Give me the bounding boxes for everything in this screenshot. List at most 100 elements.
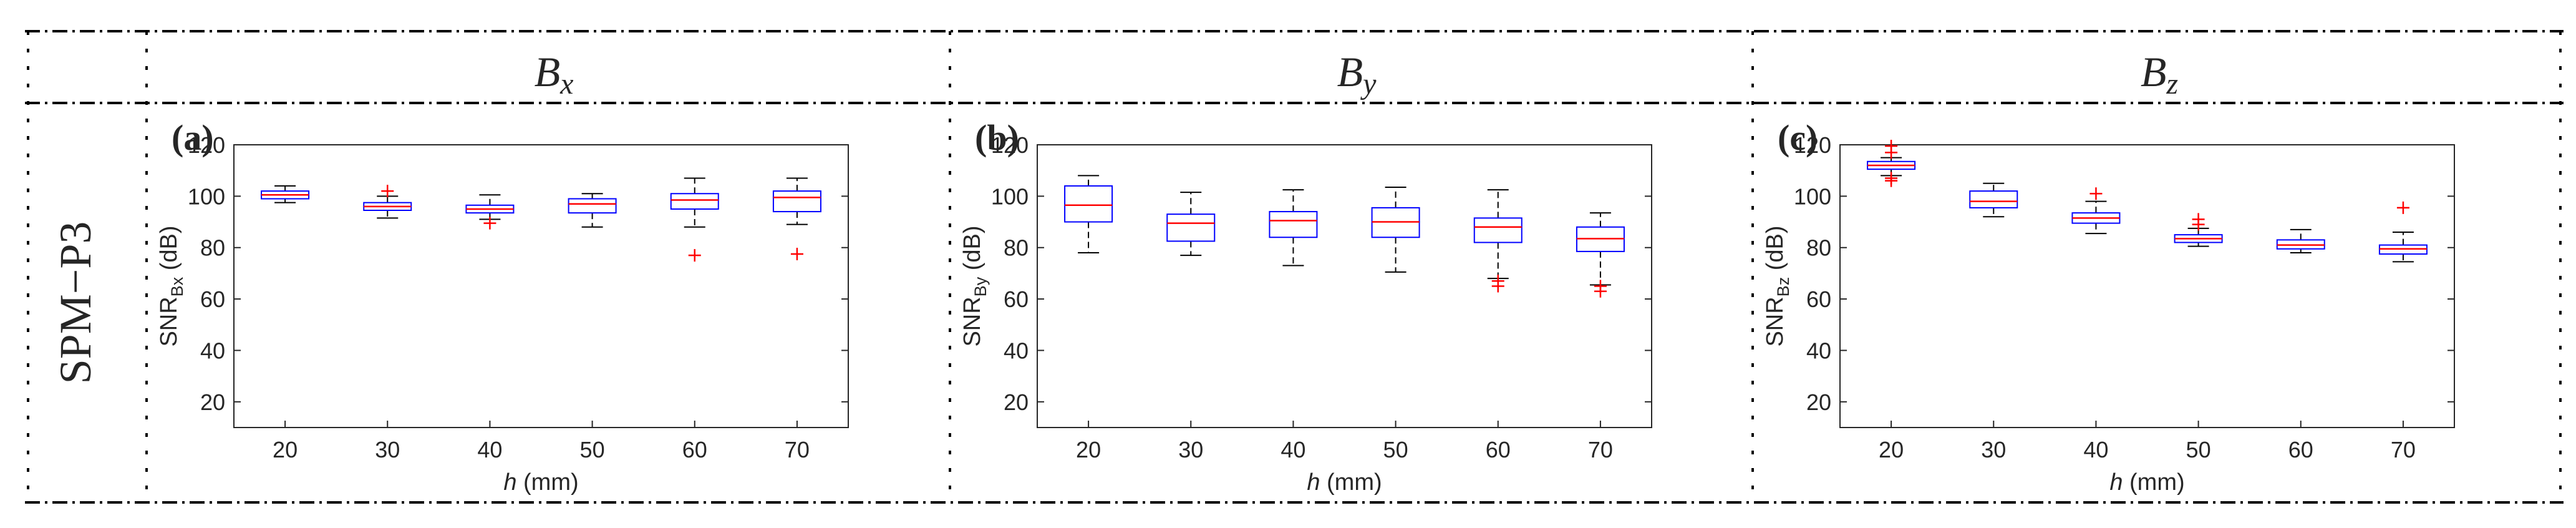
panel-label: (b) [975, 117, 1019, 158]
y-tick-label: 80 [1806, 235, 1831, 261]
x-tick-label: 40 [2083, 437, 2108, 462]
x-axis-label-var: h [2109, 469, 2123, 496]
box-20 [1064, 175, 1113, 253]
outlier-marker [1885, 172, 1898, 185]
panel-label: (a) [172, 117, 214, 158]
y-tick-label: 100 [1794, 183, 1831, 209]
y-axis-label-base: SNR [1762, 296, 1788, 346]
axes-box [233, 144, 849, 428]
x-axis-label-var: h [503, 469, 516, 496]
box-iqr [1269, 211, 1318, 238]
x-axis-label: h (mm) [1307, 469, 1382, 496]
outlier-marker [790, 248, 803, 261]
box-70 [2378, 201, 2428, 263]
outlier-marker [1594, 280, 1607, 293]
y-tick-label: 40 [200, 338, 225, 363]
box-50 [2174, 213, 2223, 247]
box-iqr [772, 190, 821, 213]
box-50 [568, 193, 617, 228]
box-20 [261, 185, 310, 203]
y-tick-label: 60 [200, 286, 225, 312]
x-tick-label: 30 [375, 437, 400, 462]
y-axis-label-sub: Bx [168, 276, 186, 296]
x-axis-label: h (mm) [503, 469, 578, 496]
y-tick-label: 120 [1794, 132, 1831, 158]
column-header-bx: Bx [535, 48, 574, 100]
box-60 [670, 177, 719, 262]
y-tick-label: 120 [991, 132, 1029, 158]
x-tick-label: 60 [682, 437, 707, 462]
outlier-marker [483, 217, 496, 230]
x-tick-label: 20 [273, 437, 298, 462]
axes-box [1839, 144, 2455, 428]
box-40 [2071, 187, 2121, 235]
panel-2: 20 40 60 80 100 120 20 30 40 50 60 70 SNRBy (dB) h (m… [959, 117, 1652, 496]
box-30 [1969, 182, 2018, 218]
x-tick-label: 60 [2288, 437, 2313, 462]
column-header-by: By [1337, 48, 1377, 100]
box-50 [1371, 186, 1420, 273]
x-tick-label: 40 [1281, 437, 1305, 462]
panel-1: 20 40 60 80 100 120 20 30 40 50 60 70 SNRBx (dB) h (m… [156, 117, 849, 496]
outlier-marker [688, 249, 701, 262]
box-40 [465, 194, 515, 230]
outlier-marker [2192, 213, 2205, 226]
y-axis-label-unit: (dB) [156, 225, 182, 276]
x-tick-label: 60 [1486, 437, 1511, 462]
x-tick-label: 70 [1588, 437, 1613, 462]
x-axis-label-unit: (mm) [516, 469, 578, 496]
x-axis-label-unit: (mm) [1320, 469, 1382, 496]
x-axis-label: h (mm) [2109, 469, 2184, 496]
y-axis-label: SNRBz (dB) [1762, 225, 1793, 346]
y-axis-label-base: SNR [959, 296, 985, 346]
box-60 [2276, 228, 2325, 253]
box-60 [1473, 189, 1523, 293]
box-70 [1576, 212, 1625, 298]
y-tick-label: 20 [200, 389, 225, 415]
y-tick-label: 20 [1004, 389, 1029, 415]
column-header-bz: Bz [2141, 48, 2179, 100]
x-tick-label: 50 [1383, 437, 1408, 462]
box-70 [772, 177, 821, 261]
row-label: SPM−P3 [51, 222, 100, 384]
y-axis-label-sub: By [971, 276, 990, 296]
box-30 [363, 185, 412, 219]
y-tick-label: 100 [991, 183, 1029, 209]
y-tick-label: 120 [188, 132, 225, 158]
y-tick-label: 20 [1806, 389, 1831, 415]
box-40 [1269, 189, 1318, 266]
outlier-marker [2089, 187, 2103, 200]
box-30 [1166, 192, 1216, 257]
y-axis-label: SNRBx (dB) [156, 225, 186, 346]
box-iqr [1166, 213, 1216, 242]
y-axis-label-unit: (dB) [959, 225, 985, 276]
y-tick-label: 40 [1806, 338, 1831, 363]
y-axis-label-base: SNR [156, 296, 182, 346]
x-tick-label: 50 [2186, 437, 2211, 462]
x-tick-label: 30 [1178, 437, 1203, 462]
column-headers: Bx By Bz [535, 48, 2179, 100]
x-tick-label: 20 [1879, 437, 1904, 462]
y-tick-label: 80 [200, 235, 225, 261]
y-axis-label-sub: Bz [1774, 277, 1793, 297]
x-tick-label: 40 [477, 437, 502, 462]
box-20 [1867, 140, 1916, 187]
y-tick-label: 80 [1004, 235, 1029, 261]
panel-label: (c) [1778, 117, 1818, 158]
axes-box [1037, 144, 1652, 428]
x-tick-label: 70 [785, 437, 810, 462]
y-tick-label: 60 [1806, 286, 1831, 312]
panel-3: 20 40 60 80 100 120 20 30 40 50 60 70 SNRBz (dB) h (m… [1762, 117, 2455, 496]
x-axis-label-unit: (mm) [2123, 469, 2184, 496]
y-tick-label: 100 [188, 183, 225, 209]
y-tick-label: 40 [1004, 338, 1029, 363]
outlier-marker [1491, 275, 1504, 288]
outlier-marker [381, 185, 394, 198]
box-iqr [1473, 217, 1523, 243]
x-tick-label: 70 [2391, 437, 2416, 462]
outlier-marker [2396, 201, 2409, 214]
outlier-marker [1885, 140, 1898, 153]
x-tick-label: 20 [1076, 437, 1101, 462]
x-tick-label: 50 [580, 437, 605, 462]
